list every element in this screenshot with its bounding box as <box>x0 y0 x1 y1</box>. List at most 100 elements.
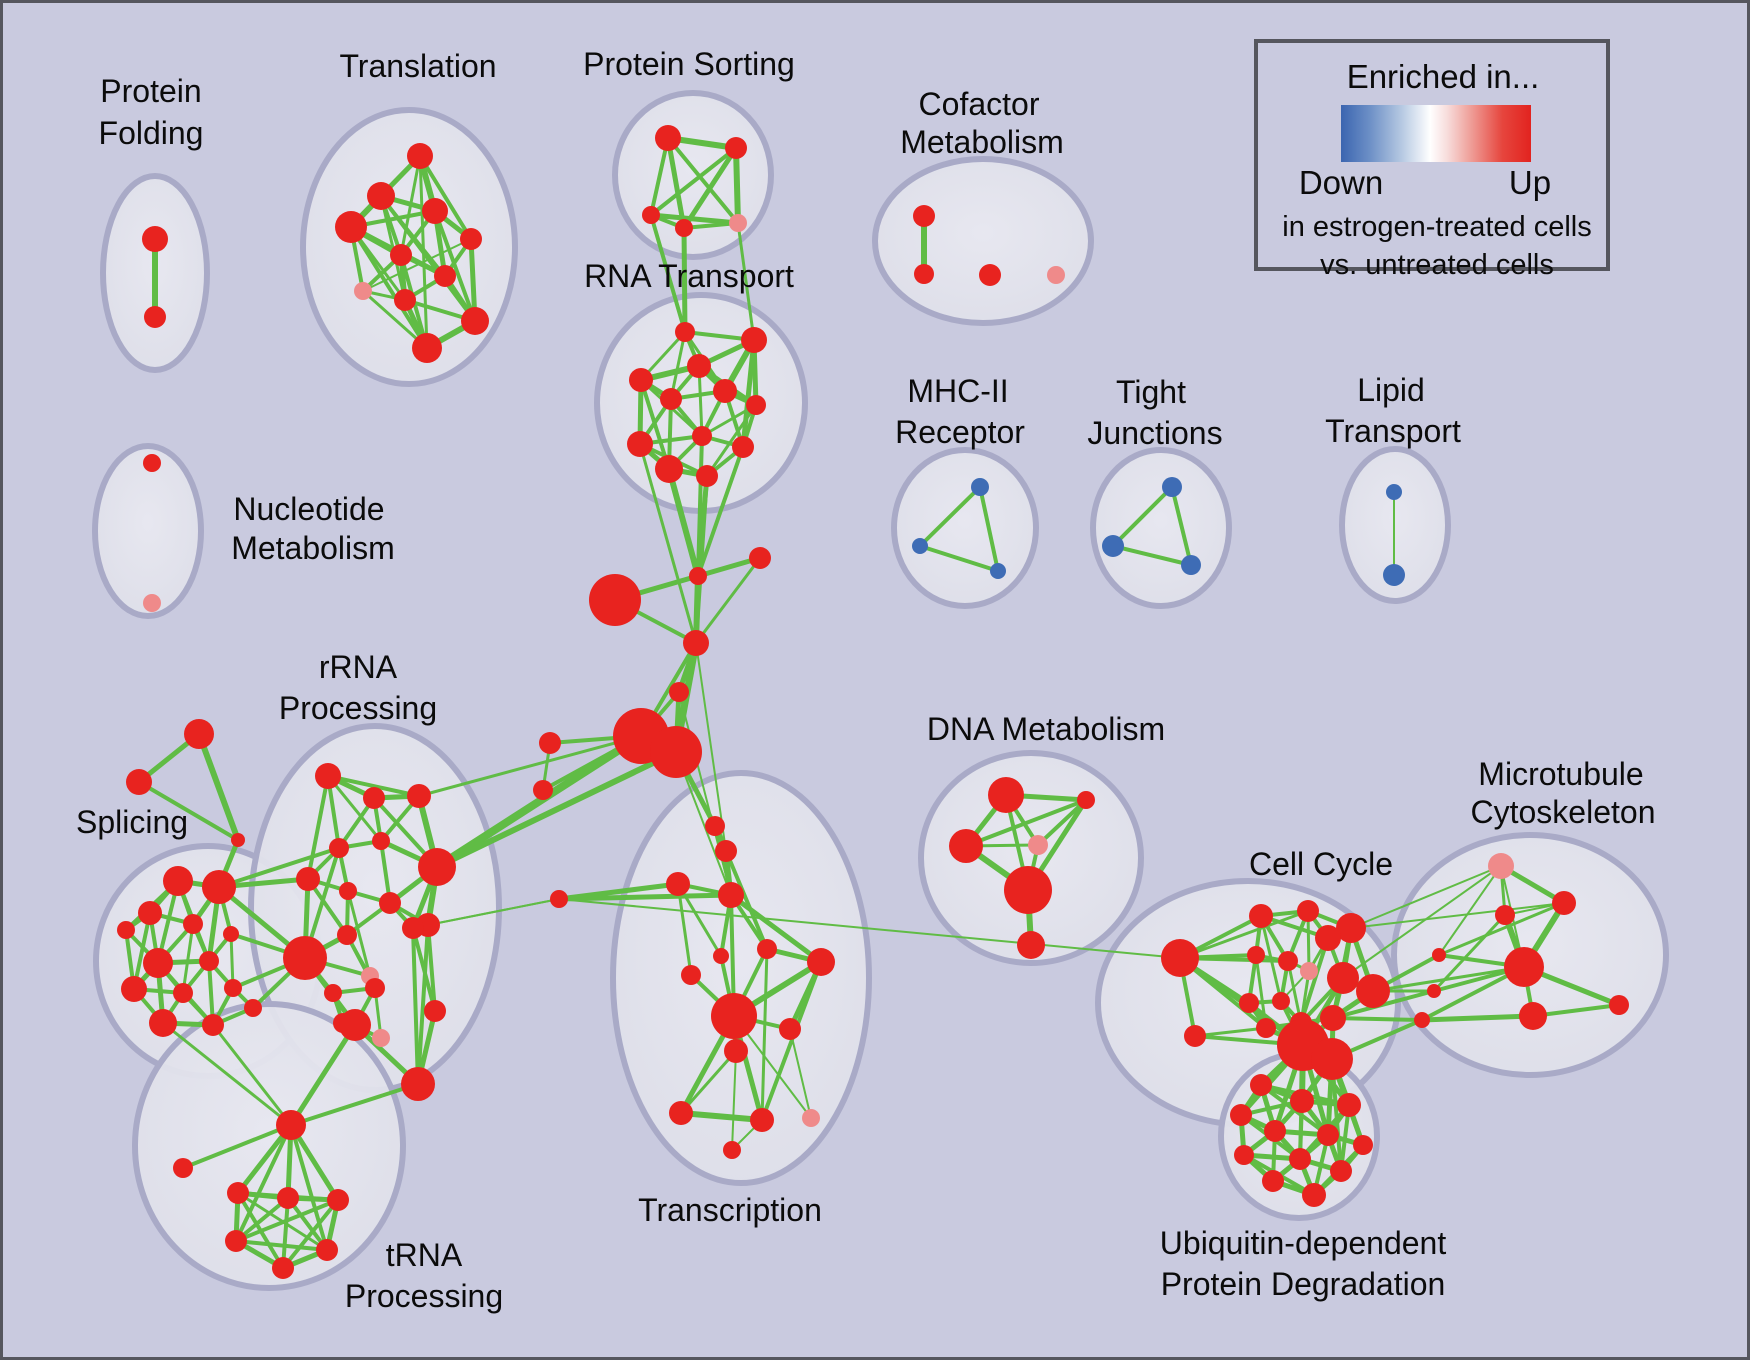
overlap-edge <box>181 1123 293 1170</box>
cluster-label-cofactor-metabolism-line2: Metabolism <box>900 124 1064 160</box>
gene-set-node <box>1386 484 1402 500</box>
gene-set-node <box>354 282 372 300</box>
gene-set-node <box>401 1067 435 1101</box>
overlap-edge <box>234 1239 329 1252</box>
gene-set-node <box>1289 1148 1311 1170</box>
gene-set-node <box>1028 835 1048 855</box>
gene-set-node <box>1302 1183 1326 1207</box>
overlap-edge <box>556 892 734 902</box>
gene-set-node <box>461 307 489 335</box>
gene-set-node <box>1337 1093 1361 1117</box>
legend-caption-line2: vs. untreated cells <box>1320 249 1554 281</box>
overlap-edge <box>1111 485 1174 548</box>
gene-set-node <box>550 890 568 908</box>
legend-up-label: Up <box>1509 164 1551 201</box>
overlap-edge <box>1438 865 1502 956</box>
gene-set-node <box>1519 1002 1547 1030</box>
gene-set-node <box>1250 1074 1272 1096</box>
gene-set-node <box>339 1009 371 1041</box>
overlap-edge <box>417 734 643 798</box>
gene-set-node <box>339 882 357 900</box>
cluster-ellipse-protein-sorting <box>612 90 774 260</box>
gene-set-node <box>1290 1089 1314 1113</box>
overlap-edge <box>724 849 769 951</box>
gene-set-node <box>723 1141 741 1159</box>
cluster-label-cell-cycle: Cell Cycle <box>1249 846 1393 882</box>
cluster-ellipse-tight-junctions <box>1090 447 1232 609</box>
overlap-edge <box>433 732 645 871</box>
overlap-edge <box>918 544 1000 573</box>
cluster-label-microtubule-cytoskeleton-line2: Cytoskeleton <box>1471 794 1656 830</box>
gene-set-node <box>979 264 1001 286</box>
overlap-edge <box>978 485 1000 573</box>
gene-set-node <box>1077 791 1095 809</box>
overlap-edge <box>326 774 421 798</box>
overlap-edge <box>682 221 740 230</box>
overlap-edge <box>288 1022 358 1128</box>
gene-set-node <box>163 866 193 896</box>
cluster-label-trna-processing-line2: Processing <box>345 1278 503 1314</box>
overlap-edge <box>326 774 383 843</box>
gene-set-node <box>324 984 342 1002</box>
gene-set-node <box>173 983 193 1003</box>
gene-set-nodes <box>117 125 1629 1279</box>
overlap-edge <box>427 898 560 926</box>
overlap-edge <box>666 136 740 225</box>
gene-set-node <box>655 455 683 483</box>
cluster-label-rna-transport: RNA Transport <box>584 258 794 294</box>
cluster-ellipse-cofactor-metabolism <box>872 156 1094 326</box>
overlap-edge <box>418 154 473 241</box>
legend-down-label: Down <box>1299 164 1383 201</box>
overlap-edge <box>1350 902 1565 929</box>
gene-set-node <box>533 780 553 800</box>
gene-set-node <box>1327 962 1359 994</box>
overlap-edge <box>1331 989 1436 1020</box>
gene-set-node <box>589 574 641 626</box>
cluster-ellipse-nucleotide-metabolism <box>92 443 204 619</box>
gene-set-node <box>434 265 456 287</box>
overlap-edge <box>676 882 693 977</box>
gene-set-node <box>1047 266 1065 284</box>
gene-set-node <box>1234 1145 1254 1165</box>
overlap-edge <box>426 923 437 1013</box>
gene-set-node <box>1320 1005 1346 1031</box>
gene-set-node <box>1256 1018 1276 1038</box>
overlap-edge <box>736 221 756 342</box>
overlap-edge <box>558 898 1181 959</box>
gene-set-node <box>1278 951 1298 971</box>
overlap-edge <box>1193 1026 1268 1038</box>
gene-set-node <box>1184 1025 1206 1047</box>
overlap-edge <box>789 1028 812 1119</box>
overlap-edge <box>760 960 823 1122</box>
gene-set-node <box>173 1158 193 1178</box>
gene-set-node <box>1017 931 1045 959</box>
gene-set-node <box>718 882 744 908</box>
overlap-edge <box>676 882 723 958</box>
gene-set-node <box>296 867 320 891</box>
gene-set-node <box>363 787 385 809</box>
overlap-edge <box>234 1198 340 1243</box>
gene-set-node <box>117 921 135 939</box>
gene-set-node <box>144 306 166 328</box>
cluster-label-tight-junctions-line2: Junctions <box>1087 415 1222 451</box>
overlap-edge <box>211 1023 293 1127</box>
overlap-edge <box>731 1050 737 1151</box>
gene-set-node <box>705 816 725 836</box>
cluster-label-microtubule-cytoskeleton-line1: Microtubule <box>1478 756 1643 792</box>
overlap-edge <box>694 556 762 645</box>
gene-set-node <box>1230 1104 1252 1126</box>
overlap-edge <box>306 774 330 881</box>
gene-set-node <box>949 829 983 863</box>
gene-set-node <box>138 901 162 925</box>
cluster-label-cofactor-metabolism-line1: Cofactor <box>919 86 1040 122</box>
overlap-edge <box>648 212 741 226</box>
gene-set-node <box>202 1014 224 1036</box>
gene-set-node <box>779 1018 801 1040</box>
overlap-edge <box>161 1021 293 1127</box>
gene-set-node <box>655 125 681 151</box>
legend-title: Enriched in... <box>1347 58 1540 95</box>
overlap-edge <box>649 213 687 334</box>
gene-set-node <box>407 143 433 169</box>
gene-set-node <box>1336 913 1366 943</box>
